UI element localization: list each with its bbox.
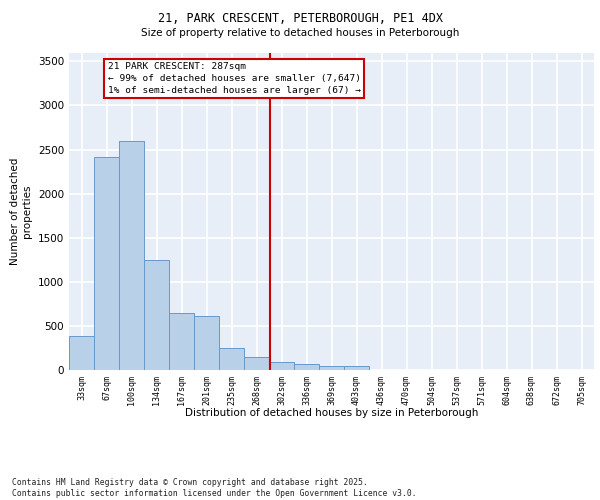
Bar <box>70 336 94 370</box>
Bar <box>295 364 319 370</box>
Bar <box>244 357 269 370</box>
Bar <box>145 260 169 370</box>
Bar <box>169 313 194 370</box>
Bar <box>269 362 293 370</box>
Bar <box>94 158 119 370</box>
Bar <box>319 366 344 370</box>
Bar <box>119 140 143 370</box>
X-axis label: Distribution of detached houses by size in Peterborough: Distribution of detached houses by size … <box>185 408 478 418</box>
Bar <box>194 316 218 370</box>
Text: 21, PARK CRESCENT, PETERBOROUGH, PE1 4DX: 21, PARK CRESCENT, PETERBOROUGH, PE1 4DX <box>157 12 443 26</box>
Text: Contains HM Land Registry data © Crown copyright and database right 2025.
Contai: Contains HM Land Registry data © Crown c… <box>12 478 416 498</box>
Y-axis label: Number of detached
properties: Number of detached properties <box>10 158 32 265</box>
Bar <box>344 366 368 370</box>
Text: Size of property relative to detached houses in Peterborough: Size of property relative to detached ho… <box>141 28 459 38</box>
Text: 21 PARK CRESCENT: 287sqm
← 99% of detached houses are smaller (7,647)
1% of semi: 21 PARK CRESCENT: 287sqm ← 99% of detach… <box>108 62 361 95</box>
Bar <box>220 348 244 370</box>
